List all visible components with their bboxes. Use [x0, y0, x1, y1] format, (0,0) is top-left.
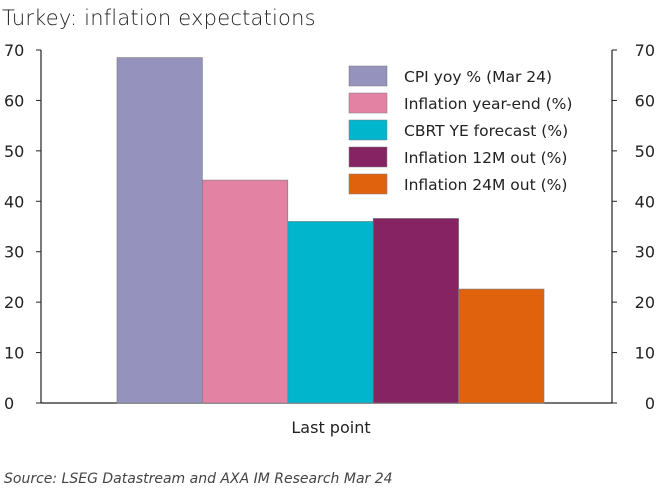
legend-swatch [348, 65, 388, 87]
bars [116, 57, 545, 404]
right-tick-label: 30 [635, 243, 655, 262]
left-tick-label: 50 [4, 142, 24, 161]
bar-5 [458, 288, 545, 404]
legend-label: Inflation 24M out (%) [404, 176, 567, 194]
left-tick-label: 40 [4, 192, 24, 211]
right-tick-label: 20 [635, 293, 655, 312]
left-tick-label: 70 [4, 41, 24, 60]
right-tick-label: 60 [635, 91, 655, 110]
left-tick-label: 20 [4, 293, 24, 312]
legend-swatch [348, 119, 388, 141]
bar-3 [287, 221, 374, 404]
source-note: Source: LSEG Datastream and AXA IM Resea… [4, 471, 393, 487]
bar-2 [202, 179, 289, 404]
left-tick-label: 0 [4, 394, 14, 413]
chart-title: Turkey: inflation expectations [2, 6, 316, 30]
bar-1 [116, 57, 203, 404]
y-tick-labels: 0 0 10 10 20 20 30 30 40 40 50 50 60 60 70 70 [4, 41, 655, 413]
legend-label: CBRT YE forecast (%) [404, 122, 568, 140]
right-tick-label: 50 [635, 142, 655, 161]
x-category-label: Last point [291, 418, 370, 437]
legend-swatch [348, 173, 388, 195]
left-tick-label: 60 [4, 91, 24, 110]
right-tick-label: 70 [635, 41, 655, 60]
legend-swatch [348, 146, 388, 168]
bar-4 [372, 218, 459, 404]
right-tick-label: 40 [635, 192, 655, 211]
legend-label: Inflation year-end (%) [404, 95, 572, 113]
legend-label: Inflation 12M out (%) [404, 149, 567, 167]
left-tick-label: 10 [4, 344, 24, 363]
legend: CPI yoy % (Mar 24) Inflation year-end (%)… [348, 65, 572, 195]
right-tick-label: 0 [645, 394, 655, 413]
legend-label: CPI yoy % (Mar 24) [404, 68, 552, 86]
left-tick-label: 30 [4, 243, 24, 262]
right-tick-label: 10 [635, 344, 655, 363]
legend-swatch [348, 92, 388, 114]
